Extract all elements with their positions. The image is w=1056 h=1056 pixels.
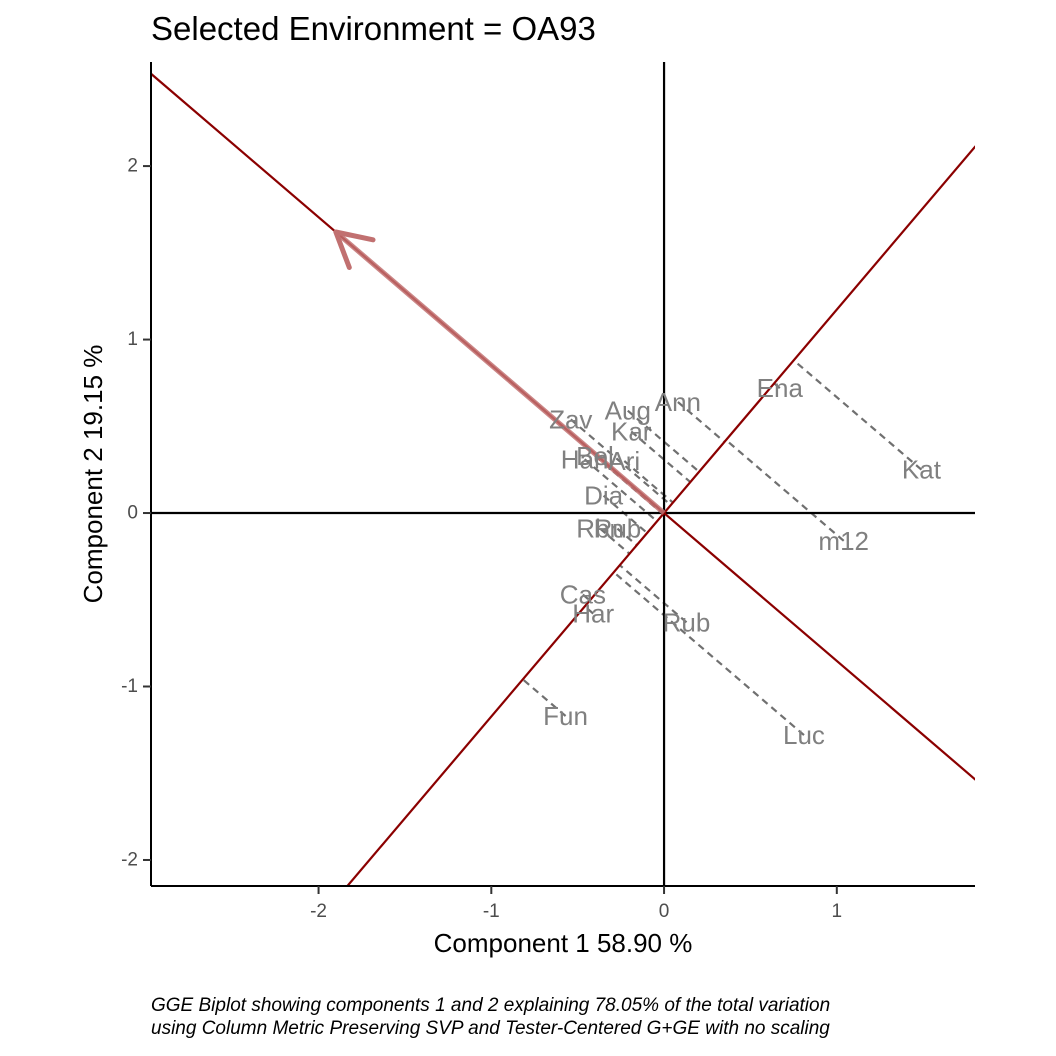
caption-line-2: using Column Metric Preserving SVP and T… xyxy=(151,1017,830,1040)
x-tick-label-0: -2 xyxy=(310,901,327,922)
x-tick-label-1: -1 xyxy=(483,901,500,922)
projection-line-kat-11 xyxy=(794,360,922,469)
genotype-label-ann-1: Ann xyxy=(655,387,701,417)
y-tick-label-4: 2 xyxy=(127,156,138,177)
x-tick-label-2: 0 xyxy=(659,901,670,922)
genotype-label-rub-15: Rub xyxy=(663,607,711,637)
genotype-label-rub-10: Rub xyxy=(594,514,642,544)
x-tick-label-3: 1 xyxy=(832,901,843,922)
genotype-label-zav-3: Zav xyxy=(549,404,592,434)
caption-line-1: GGE Biplot showing components 1 and 2 ex… xyxy=(151,994,830,1017)
x-axis-label: Component 1 58.90 % xyxy=(434,928,693,958)
genotype-label-luc-17: Luc xyxy=(783,720,825,750)
tick-layer: -2 -1 0 1 -2 -1 0 1 2 xyxy=(121,156,842,922)
genotype-label-ari-6: Ari xyxy=(608,446,640,476)
genotype-label-han-7: Han xyxy=(561,444,609,474)
y-tick-label-1: -1 xyxy=(121,676,138,697)
genotype-label-har-14: Har xyxy=(572,599,614,629)
chart-caption: GGE Biplot showing components 1 and 2 ex… xyxy=(151,994,830,1040)
y-tick-label-2: 0 xyxy=(127,503,138,524)
projection-line-luc-17 xyxy=(614,572,804,735)
y-axis-label: Component 2 19.15 % xyxy=(78,345,108,604)
y-tick-label-0: -2 xyxy=(121,849,138,870)
y-tick-label-3: 1 xyxy=(127,329,138,350)
genotype-label-m12-12: m12 xyxy=(818,526,869,556)
genotype-label-kat-11: Kat xyxy=(902,455,942,485)
genotype-label-fun-16: Fun xyxy=(543,701,588,731)
genotype-label-ena-0: Ena xyxy=(757,373,804,403)
genotype-label-dia-8: Dia xyxy=(584,481,624,511)
genotype-label-kar-4: Kar xyxy=(611,416,652,446)
